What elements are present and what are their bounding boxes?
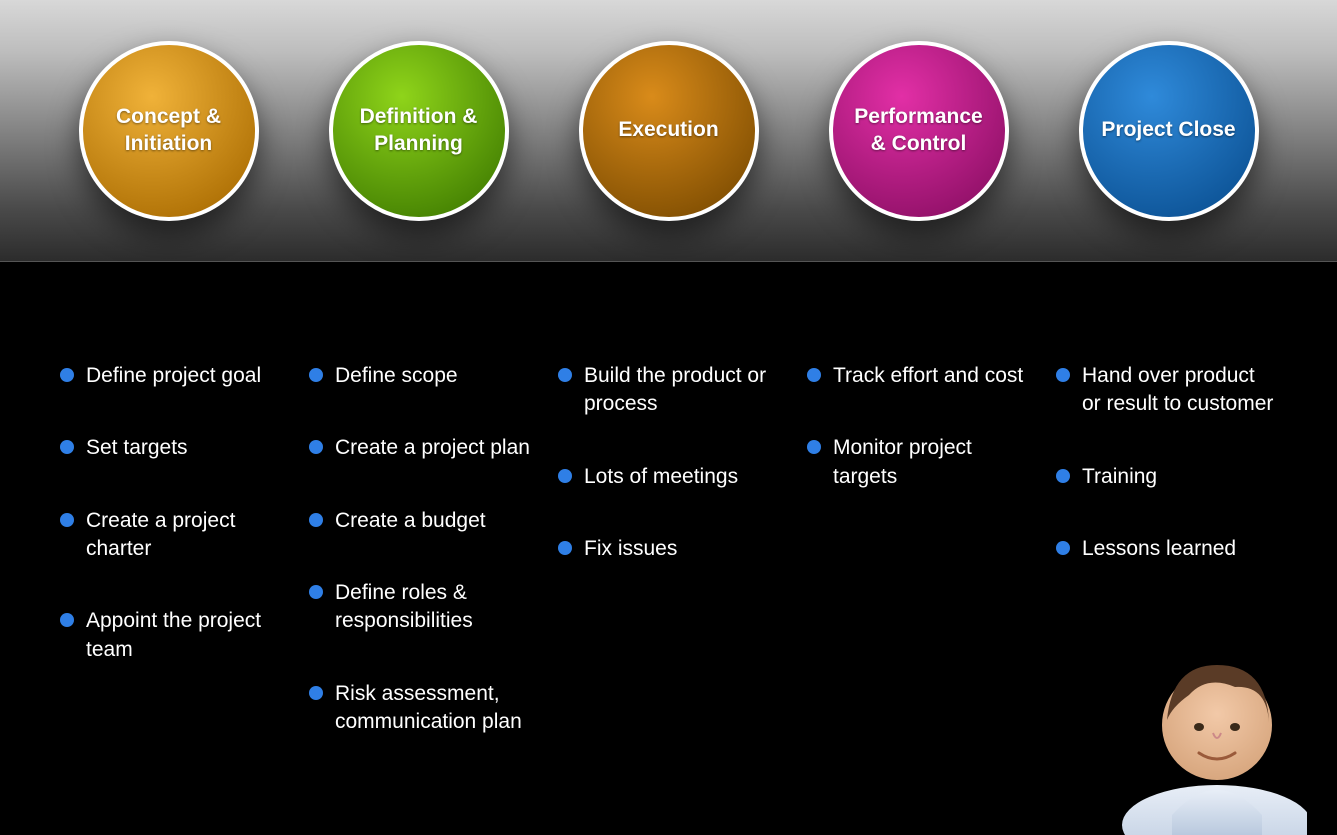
bullet-icon: [1056, 368, 1070, 382]
list-item-text: Build the product or process: [584, 362, 779, 419]
list-item: Training: [1056, 463, 1277, 491]
list-item-text: Define roles & responsibilities: [335, 579, 530, 636]
bullet-icon: [60, 513, 74, 527]
list-item-text: Create a project charter: [86, 507, 281, 564]
list-item: Create a project plan: [309, 434, 530, 462]
list-item: Monitor project targets: [807, 434, 1028, 491]
bullet-icon: [309, 585, 323, 599]
bullet-icon: [60, 613, 74, 627]
list-item: Hand over product or result to customer: [1056, 362, 1277, 419]
list-item-text: Define project goal: [86, 362, 261, 390]
list-item-text: Create a project plan: [335, 434, 530, 462]
phase-label: Execution: [618, 117, 718, 143]
list-item-text: Lots of meetings: [584, 463, 738, 491]
list-item-text: Monitor project targets: [833, 434, 1028, 491]
list-item: Set targets: [60, 434, 281, 462]
list-item-text: Track effort and cost: [833, 362, 1023, 390]
bullet-icon: [309, 368, 323, 382]
list-item-text: Define scope: [335, 362, 458, 390]
bullet-icon: [807, 440, 821, 454]
list-item-text: Hand over product or result to customer: [1082, 362, 1277, 419]
phase-label: Project Close: [1101, 117, 1235, 143]
list-item: Define scope: [309, 362, 530, 390]
list-item: Lots of meetings: [558, 463, 779, 491]
list-item-text: Fix issues: [584, 535, 677, 563]
phase-circle-4: Project Close: [1079, 41, 1259, 221]
bullet-icon: [309, 686, 323, 700]
list-item-text: Create a budget: [335, 507, 486, 535]
list-item: Appoint the project team: [60, 607, 281, 664]
bullet-icon: [1056, 541, 1070, 555]
phase-column-2: Build the product or process Lots of meet…: [558, 362, 779, 780]
presenter-avatar: [1117, 615, 1307, 835]
phase-circle-1: Definition & Planning: [329, 41, 509, 221]
list-item: Track effort and cost: [807, 362, 1028, 390]
phase-circle-0: Concept & Initiation: [79, 41, 259, 221]
bullet-icon: [60, 368, 74, 382]
bullet-icon: [807, 368, 821, 382]
phase-column-3: Track effort and cost Monitor project tar…: [807, 362, 1028, 780]
list-item: Create a budget: [309, 507, 530, 535]
phase-circle-3: Performance & Control: [829, 41, 1009, 221]
phase-circle-2: Execution: [579, 41, 759, 221]
phase-label: Concept & Initiation: [99, 104, 239, 157]
list-item: Create a project charter: [60, 507, 281, 564]
phase-label: Performance & Control: [849, 104, 989, 157]
bullet-icon: [1056, 469, 1070, 483]
list-item: Fix issues: [558, 535, 779, 563]
list-item: Build the product or process: [558, 362, 779, 419]
list-item-text: Risk assessment, communication plan: [335, 680, 530, 737]
list-item: Define project goal: [60, 362, 281, 390]
list-item-text: Training: [1082, 463, 1157, 491]
bullet-icon: [60, 440, 74, 454]
list-item-text: Lessons learned: [1082, 535, 1236, 563]
list-item: Define roles & responsibilities: [309, 579, 530, 636]
list-item: Risk assessment, communication plan: [309, 680, 530, 737]
list-item-text: Set targets: [86, 434, 188, 462]
bullet-icon: [558, 368, 572, 382]
phase-column-1: Define scope Create a project plan Create …: [309, 362, 530, 780]
list-item-text: Appoint the project team: [86, 607, 281, 664]
phase-label: Definition & Planning: [349, 104, 489, 157]
list-item: Lessons learned: [1056, 535, 1277, 563]
bullet-icon: [309, 440, 323, 454]
bullet-icon: [558, 469, 572, 483]
phases-header: Concept & Initiation Definition & Planni…: [0, 0, 1337, 262]
bullet-icon: [309, 513, 323, 527]
phase-column-0: Define project goal Set targets Create a p…: [60, 362, 281, 780]
bullet-icon: [558, 541, 572, 555]
